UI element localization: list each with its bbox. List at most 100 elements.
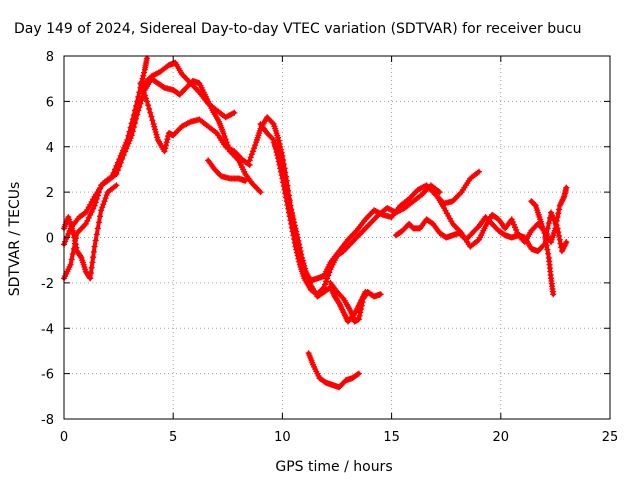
data-point xyxy=(323,278,330,285)
data-point xyxy=(139,86,146,93)
data-point xyxy=(357,309,364,316)
data-point xyxy=(277,155,284,162)
data-point xyxy=(283,182,290,189)
data-point xyxy=(146,105,153,112)
data-point xyxy=(72,241,79,248)
data-point xyxy=(542,234,549,241)
series-arc-4 xyxy=(139,59,238,121)
data-point xyxy=(140,72,147,79)
data-point xyxy=(73,244,80,251)
data-point xyxy=(128,120,135,127)
data-point xyxy=(222,136,229,143)
data-point xyxy=(339,294,346,301)
data-point xyxy=(84,217,91,224)
data-point xyxy=(142,95,149,102)
data-point xyxy=(162,145,169,152)
data-point xyxy=(87,211,94,218)
data-point xyxy=(111,166,118,173)
data-point xyxy=(280,168,287,175)
data-point xyxy=(275,134,282,141)
data-point xyxy=(297,248,304,255)
data-point xyxy=(280,172,287,179)
data-point xyxy=(71,237,78,244)
data-point xyxy=(321,281,328,288)
data-point xyxy=(131,107,138,114)
data-point xyxy=(288,209,295,216)
data-point xyxy=(138,83,145,90)
data-point xyxy=(555,210,562,217)
data-point xyxy=(90,205,97,212)
data-point xyxy=(293,228,300,235)
y-tick-label: -6 xyxy=(41,368,54,383)
data-point xyxy=(90,248,97,255)
data-point xyxy=(220,130,227,137)
data-point xyxy=(100,201,107,208)
data-point xyxy=(102,195,109,202)
x-tick-label: 10 xyxy=(274,430,291,445)
data-point xyxy=(92,237,99,244)
data-point xyxy=(291,222,298,229)
data-point xyxy=(133,102,140,109)
data-point xyxy=(246,157,253,164)
data-point xyxy=(87,270,94,277)
data-point xyxy=(276,140,283,147)
data-point xyxy=(554,225,561,232)
data-point xyxy=(355,316,362,323)
data-point xyxy=(550,291,557,298)
data-point xyxy=(140,89,147,96)
data-point xyxy=(101,198,108,205)
data-point xyxy=(95,219,102,226)
data-point xyxy=(324,275,331,282)
series-arc-13 xyxy=(427,184,570,255)
x-tick-label: 25 xyxy=(602,430,619,445)
data-point xyxy=(359,299,366,306)
data-point xyxy=(288,206,295,213)
y-tick-label: 2 xyxy=(46,186,54,201)
x-tick-label: 5 xyxy=(169,430,177,445)
data-point xyxy=(563,184,570,191)
data-point xyxy=(326,269,333,276)
data-point xyxy=(295,237,302,244)
data-point xyxy=(88,264,95,271)
data-point xyxy=(249,148,256,155)
data-point xyxy=(147,109,154,116)
data-point xyxy=(283,185,290,192)
data-point xyxy=(77,253,84,260)
chart-title: Day 149 of 2024, Sidereal Day-to-day VTE… xyxy=(14,21,582,37)
data-point xyxy=(149,117,156,124)
data-point xyxy=(89,259,96,266)
data-point xyxy=(554,214,561,221)
data-point xyxy=(129,116,136,123)
data-point xyxy=(91,243,98,250)
data-point xyxy=(67,261,74,268)
data-point xyxy=(248,151,255,158)
data-point xyxy=(88,208,95,215)
data-point xyxy=(277,158,284,165)
data-point xyxy=(545,250,552,257)
data-point xyxy=(282,178,289,185)
y-axis-label: SDTVAR / TECUs xyxy=(7,182,23,297)
data-point xyxy=(163,139,170,146)
series-arc-5 xyxy=(137,80,253,168)
data-point xyxy=(555,229,562,236)
data-point xyxy=(114,159,121,166)
data-point xyxy=(164,136,171,143)
y-tick-label: -8 xyxy=(41,413,54,428)
data-point xyxy=(138,97,145,104)
data-points xyxy=(61,55,570,391)
data-point xyxy=(126,128,133,135)
data-point xyxy=(358,305,365,312)
series-trace xyxy=(247,115,481,283)
grid-lines xyxy=(64,56,610,419)
data-point xyxy=(139,75,146,82)
series-trace xyxy=(62,56,149,247)
data-point xyxy=(356,312,363,319)
data-point xyxy=(99,204,106,211)
data-point xyxy=(231,109,238,116)
data-point xyxy=(475,168,482,175)
data-point xyxy=(296,244,303,251)
data-point xyxy=(542,238,549,245)
data-point xyxy=(291,219,298,226)
data-point xyxy=(355,370,362,377)
